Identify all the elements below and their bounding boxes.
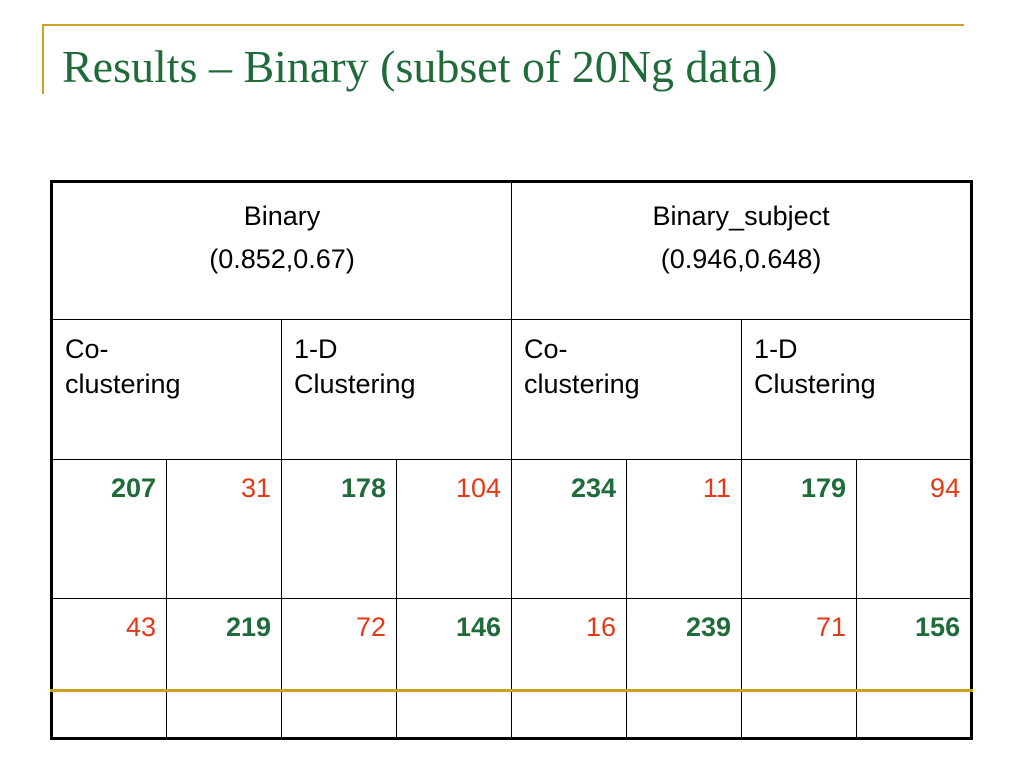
table-cell-correct: 219 xyxy=(166,598,282,739)
table-cell-error: 16 xyxy=(511,598,628,739)
method-label-line: clustering xyxy=(65,369,181,400)
group-header-row: Binary (0.852,0.67) Binary_subject (0.94… xyxy=(50,181,973,320)
table-cell-correct: 207 xyxy=(51,459,167,599)
table-bottom-accent-rule xyxy=(50,689,973,692)
table-cell-error: 43 xyxy=(51,598,167,739)
group-scores: (0.852,0.67) xyxy=(209,244,355,275)
method-header-row: Co- clustering 1-D Clustering Co- cluste… xyxy=(51,319,973,460)
method-header-cell: Co- clustering xyxy=(511,319,743,460)
group-scores: (0.946,0.648) xyxy=(660,244,822,275)
method-header-cell: 1-D Clustering xyxy=(741,319,973,460)
method-label-line: Co- xyxy=(65,334,109,364)
table-cell-error: 71 xyxy=(741,598,858,739)
table-cell-correct: 179 xyxy=(741,459,858,599)
table-cell-correct: 234 xyxy=(511,459,628,599)
table-row: 207 31 178 104 234 11 179 94 xyxy=(51,459,973,599)
table-row: 43 219 72 146 16 239 71 156 xyxy=(51,598,973,739)
table-cell-error: 104 xyxy=(395,459,513,599)
group-header-binary-subject: Binary_subject (0.946,0.648) xyxy=(511,181,973,320)
table-cell-error: 72 xyxy=(281,598,397,739)
table-cell-error: 94 xyxy=(856,459,973,599)
slide-title: Results – Binary (subset of 20Ng data) xyxy=(62,41,778,92)
table-cell-correct: 146 xyxy=(395,598,513,739)
method-header-cell: Co- clustering xyxy=(51,319,282,460)
method-header-cell: 1-D Clustering xyxy=(280,319,513,460)
table-cell-correct: 239 xyxy=(626,598,743,739)
table-cell-correct: 178 xyxy=(281,459,397,599)
title-accent-rule xyxy=(42,24,964,26)
group-name: Binary_subject xyxy=(652,201,830,231)
method-label-line: Clustering xyxy=(754,369,876,400)
group-header-binary: Binary (0.852,0.67) xyxy=(50,181,513,320)
table-cell-correct: 156 xyxy=(856,598,973,739)
method-label-line: 1-D xyxy=(294,334,338,364)
table-cell-error: 11 xyxy=(626,459,743,599)
results-table: Binary (0.852,0.67) Binary_subject (0.94… xyxy=(50,180,974,740)
method-label-line: 1-D xyxy=(754,334,798,364)
table-cell-error: 31 xyxy=(166,459,282,599)
method-label-line: Clustering xyxy=(294,369,416,400)
method-label-line: Co- xyxy=(524,334,568,364)
title-accent-left-rule xyxy=(42,24,44,94)
method-label-line: clustering xyxy=(524,369,640,400)
group-name: Binary xyxy=(243,201,321,231)
